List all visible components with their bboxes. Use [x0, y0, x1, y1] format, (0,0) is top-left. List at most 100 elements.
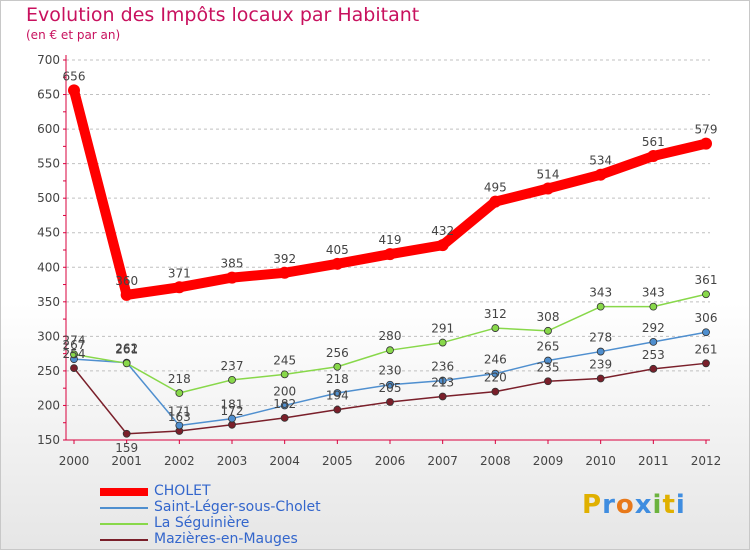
data-label: 343: [642, 286, 665, 300]
data-label: 261: [115, 342, 138, 356]
data-label: 419: [379, 233, 402, 247]
data-label: 561: [642, 135, 665, 149]
data-label: 312: [484, 307, 507, 321]
data-point: [596, 347, 605, 356]
data-point: [649, 302, 658, 311]
data-point: [333, 362, 342, 371]
chart-title: Evolution des Impôts locaux par Habitant: [26, 4, 420, 26]
y-tick-label: 150: [37, 433, 60, 447]
data-point: [649, 364, 658, 373]
data-label: 265: [537, 340, 560, 354]
data-point: [386, 398, 394, 406]
data-point: [702, 359, 710, 368]
data-point: [228, 414, 236, 423]
data-label: 278: [589, 331, 612, 345]
data-point: [173, 281, 186, 294]
x-tick-label: 2010: [585, 454, 616, 468]
legend-label: Mazières-en-Mauges: [154, 531, 298, 547]
data-label: 235: [537, 360, 560, 374]
data-label: 218: [326, 372, 349, 386]
logo-letter: x: [634, 490, 653, 520]
data-label: 292: [642, 321, 665, 335]
data-label: 172: [221, 404, 244, 418]
data-label: 253: [642, 348, 665, 362]
x-tick-label: 2007: [427, 454, 458, 468]
data-point: [70, 364, 78, 373]
data-label: 181: [221, 398, 244, 412]
data-label: 280: [379, 329, 402, 343]
data-label: 200: [273, 384, 296, 398]
data-label: 245: [273, 353, 296, 367]
legend-item: Saint-Léger-sous-Cholet: [100, 499, 360, 516]
data-label: 392: [273, 252, 296, 266]
x-tick-label: 2006: [375, 454, 406, 468]
x-tick-label: 2002: [164, 454, 195, 468]
data-point: [280, 413, 289, 422]
data-point: [542, 182, 554, 195]
data-label: 182: [273, 397, 296, 411]
legend: CHOLET Saint-Léger-sous-Cholet La Séguiniè…: [100, 483, 360, 548]
data-label: 159: [115, 441, 138, 455]
y-tick-label: 700: [37, 53, 60, 67]
data-point: [70, 350, 78, 359]
logo-letter: i: [652, 490, 663, 520]
y-tick-label: 450: [37, 226, 60, 240]
data-point: [544, 326, 552, 335]
data-label: 246: [484, 353, 507, 367]
data-label: 236: [431, 360, 454, 374]
data-label: 308: [537, 310, 560, 324]
data-point: [596, 302, 605, 311]
chart-subtitle: (en € et par an): [26, 28, 121, 42]
data-label: 254: [63, 347, 86, 361]
data-point: [438, 338, 447, 347]
data-label: 656: [63, 69, 86, 83]
x-tick-label: 2012: [691, 454, 722, 468]
data-label: 256: [326, 346, 349, 360]
data-point: [280, 401, 289, 410]
data-label: 220: [484, 371, 507, 385]
data-point: [491, 387, 500, 396]
data-label: 432: [431, 224, 454, 238]
series-line-CHOLET: [69, 85, 711, 300]
x-tick-label: 2011: [638, 454, 669, 468]
data-label: 163: [168, 410, 191, 424]
data-label: 361: [695, 273, 718, 287]
data-label: 274: [63, 333, 86, 347]
data-label: 371: [168, 266, 191, 280]
y-tick-label: 650: [37, 88, 60, 102]
data-point: [122, 429, 131, 438]
data-point: [596, 374, 605, 383]
data-point: [491, 369, 500, 378]
data-point: [68, 84, 80, 97]
y-tick-label: 500: [37, 191, 60, 205]
x-tick-label: 2004: [269, 454, 300, 468]
proxiti-logo: Proxiti: [582, 490, 686, 520]
legend-item: Mazières-en-Mauges: [100, 531, 360, 548]
x-tick-label: 2005: [322, 454, 353, 468]
x-tick-label: 2001: [111, 454, 142, 468]
data-label: 237: [221, 359, 244, 373]
data-label: 579: [695, 123, 718, 137]
x-tick-label: 2000: [59, 454, 90, 468]
data-point: [702, 328, 710, 337]
legend-label: CHOLET: [154, 483, 211, 499]
data-label: 514: [537, 168, 560, 182]
logo-letter: o: [615, 490, 635, 520]
logo-letter: t: [662, 490, 676, 520]
logo-letter: P: [582, 490, 603, 520]
data-point: [594, 168, 607, 181]
data-label: 239: [589, 358, 612, 372]
data-point: [386, 346, 394, 355]
legend-label: Saint-Léger-sous-Cholet: [154, 499, 321, 515]
y-tick-label: 350: [37, 295, 60, 309]
legend-swatch: [100, 488, 148, 496]
x-tick-label: 2009: [533, 454, 564, 468]
y-tick-label: 400: [37, 260, 60, 274]
data-label: 194: [326, 389, 349, 403]
data-point: [331, 257, 344, 270]
data-label: 261: [695, 342, 718, 356]
x-tick-label: 2008: [480, 454, 511, 468]
data-point: [647, 150, 660, 163]
legend-swatch: [100, 523, 148, 525]
